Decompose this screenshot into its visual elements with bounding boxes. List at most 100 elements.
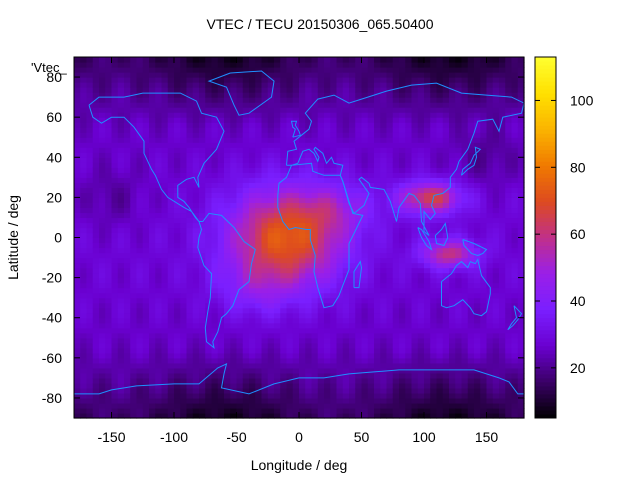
heat-cell [261, 402, 269, 409]
heat-cell [467, 322, 475, 329]
heat-cell [274, 207, 281, 214]
heat-cell [424, 282, 431, 289]
heat-cell [142, 407, 150, 414]
heat-cell [255, 297, 263, 304]
heat-cell [74, 82, 81, 88]
heat-cell [324, 382, 331, 389]
heat-cell [180, 192, 188, 198]
heat-cell [399, 287, 406, 294]
heat-cell [217, 157, 225, 163]
heat-cell [217, 252, 225, 259]
heat-cell [74, 352, 81, 359]
heat-cell [99, 157, 106, 163]
heat-cell [149, 397, 156, 404]
heat-cell [305, 57, 313, 63]
heat-cell [136, 312, 144, 319]
heat-cell [217, 132, 225, 138]
heat-cell [374, 367, 381, 374]
heat-cell [99, 147, 106, 153]
heat-cell [336, 347, 344, 354]
heat-cell [430, 62, 438, 68]
heat-cell [236, 382, 244, 389]
heat-cell [461, 67, 469, 73]
heat-cell [299, 387, 306, 394]
heat-cell [330, 297, 338, 304]
heat-cell [292, 267, 300, 274]
heat-cell [455, 402, 463, 409]
heat-cell [399, 232, 406, 239]
heat-cell [349, 172, 356, 178]
heat-cell [311, 177, 319, 183]
heat-cell [230, 97, 238, 103]
heat-cell [161, 212, 169, 219]
heat-cell [217, 107, 225, 113]
heat-cell [117, 57, 125, 63]
heat-cell [242, 367, 250, 374]
heat-cell [211, 357, 219, 364]
heat-cell [361, 72, 369, 78]
heat-cell [505, 292, 513, 299]
heat-cell [180, 352, 188, 359]
heat-cell [99, 97, 106, 103]
heat-cell [92, 367, 100, 374]
heat-cell [80, 322, 88, 329]
heat-cell [436, 332, 444, 339]
heat-cell [467, 332, 475, 339]
heat-cell [286, 372, 294, 379]
heat-cell [405, 382, 413, 389]
heat-cell [186, 197, 194, 203]
heat-cell [92, 87, 100, 93]
heat-cell [161, 232, 169, 239]
heat-cell [442, 122, 450, 128]
heat-cell [286, 82, 294, 88]
heat-cell [411, 257, 419, 264]
heat-cell [449, 62, 456, 68]
heat-cell [430, 342, 438, 349]
heat-cell [155, 232, 163, 239]
heat-cell [130, 72, 138, 78]
heat-cell [417, 262, 425, 269]
heat-cell [255, 192, 263, 198]
heat-cell [455, 152, 463, 158]
heat-cell [392, 352, 400, 359]
heat-cell [255, 127, 263, 133]
heat-cell [486, 372, 494, 379]
heat-cell [324, 362, 331, 369]
heat-cell [374, 277, 381, 284]
heat-cell [86, 392, 94, 399]
heat-cell [267, 217, 275, 224]
heat-cell [436, 127, 444, 133]
heat-cell [199, 287, 206, 294]
heat-cell [230, 207, 238, 214]
heat-cell [492, 262, 500, 269]
heat-cell [224, 317, 231, 324]
heat-cell [249, 392, 256, 399]
heat-cell [86, 217, 94, 224]
heat-cell [305, 117, 313, 123]
heat-cell [192, 117, 200, 123]
heat-cell [467, 207, 475, 214]
heat-cell [217, 102, 225, 108]
heat-cell [355, 147, 363, 153]
heat-cell [261, 277, 269, 284]
heat-cell [442, 297, 450, 304]
heat-cell [242, 262, 250, 269]
heat-cell [361, 67, 369, 73]
heat-cell [99, 242, 106, 249]
heat-cell [174, 107, 181, 113]
heat-cell [86, 147, 94, 153]
heat-cell [149, 412, 156, 419]
heat-cell [149, 237, 156, 244]
heat-cell [317, 57, 325, 63]
heat-cell [330, 312, 338, 319]
heat-cell [249, 287, 256, 294]
heat-cell [436, 92, 444, 98]
heat-cell [442, 287, 450, 294]
heat-cell [417, 122, 425, 128]
heat-cell [411, 117, 419, 123]
heat-cell [499, 222, 506, 229]
heat-cell [361, 392, 369, 399]
heat-cell [86, 82, 94, 88]
heat-cell [405, 172, 413, 178]
